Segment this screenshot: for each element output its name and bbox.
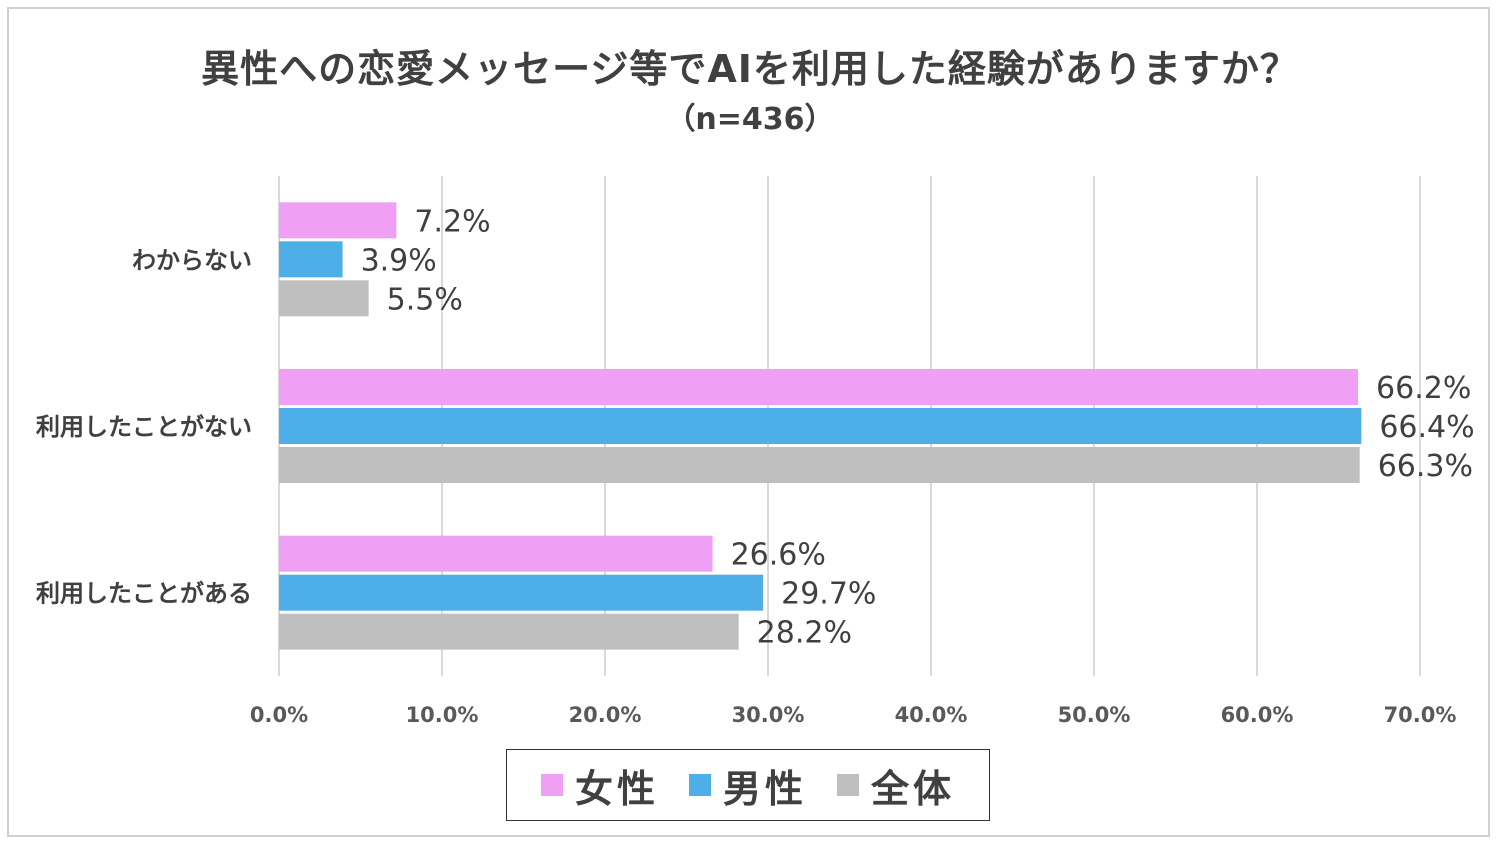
data-label: 66.4% (1379, 410, 1474, 445)
legend-item-female: 女性 (540, 758, 659, 813)
legend-item-total: 全体 (837, 758, 955, 813)
bar (279, 241, 343, 278)
legend-item-male: 男性 (688, 758, 807, 813)
category-label: 利用したことがない (36, 413, 252, 441)
data-label: 66.2% (1376, 371, 1471, 406)
x-tick-label: 10.0% (406, 703, 479, 727)
bar (279, 280, 369, 317)
x-tick-label: 0.0% (250, 703, 308, 727)
legend-label-male: 男性 (722, 766, 807, 811)
data-label: 7.2% (414, 204, 490, 239)
x-tick-label: 30.0% (732, 703, 805, 727)
legend-swatch-female (540, 774, 563, 796)
x-tick-label: 20.0% (569, 703, 642, 727)
chart-title: 異性への恋愛メッセージ等でAIを利用した経験がありますか？ (201, 47, 1299, 91)
data-label: 66.3% (1378, 449, 1473, 484)
legend-label-female: 女性 (574, 766, 659, 811)
bar (279, 447, 1360, 483)
legend-label-total: 全体 (871, 766, 956, 811)
x-tick-label: 40.0% (895, 703, 968, 727)
bar (279, 202, 397, 239)
x-tick-label: 70.0% (1384, 703, 1457, 727)
data-label: 29.7% (781, 577, 876, 612)
legend-swatch-male (688, 774, 711, 796)
data-label: 28.2% (757, 616, 852, 651)
chart-subtitle: （n=436） (665, 102, 835, 137)
data-label: 26.6% (731, 538, 826, 573)
legend: 女性 男性 全体 (506, 749, 990, 821)
x-tick-label: 50.0% (1058, 703, 1131, 727)
data-label: 3.9% (361, 243, 437, 278)
legend-swatch-total (837, 774, 859, 796)
x-tick-label: 60.0% (1221, 703, 1294, 727)
bar (279, 613, 739, 650)
bar (279, 369, 1359, 405)
bar (279, 535, 713, 572)
category-label: わからない (132, 246, 252, 274)
category-label: 利用したことがある (36, 580, 252, 608)
bar (279, 408, 1362, 444)
bar (279, 574, 764, 611)
data-label: 5.5% (387, 282, 463, 317)
